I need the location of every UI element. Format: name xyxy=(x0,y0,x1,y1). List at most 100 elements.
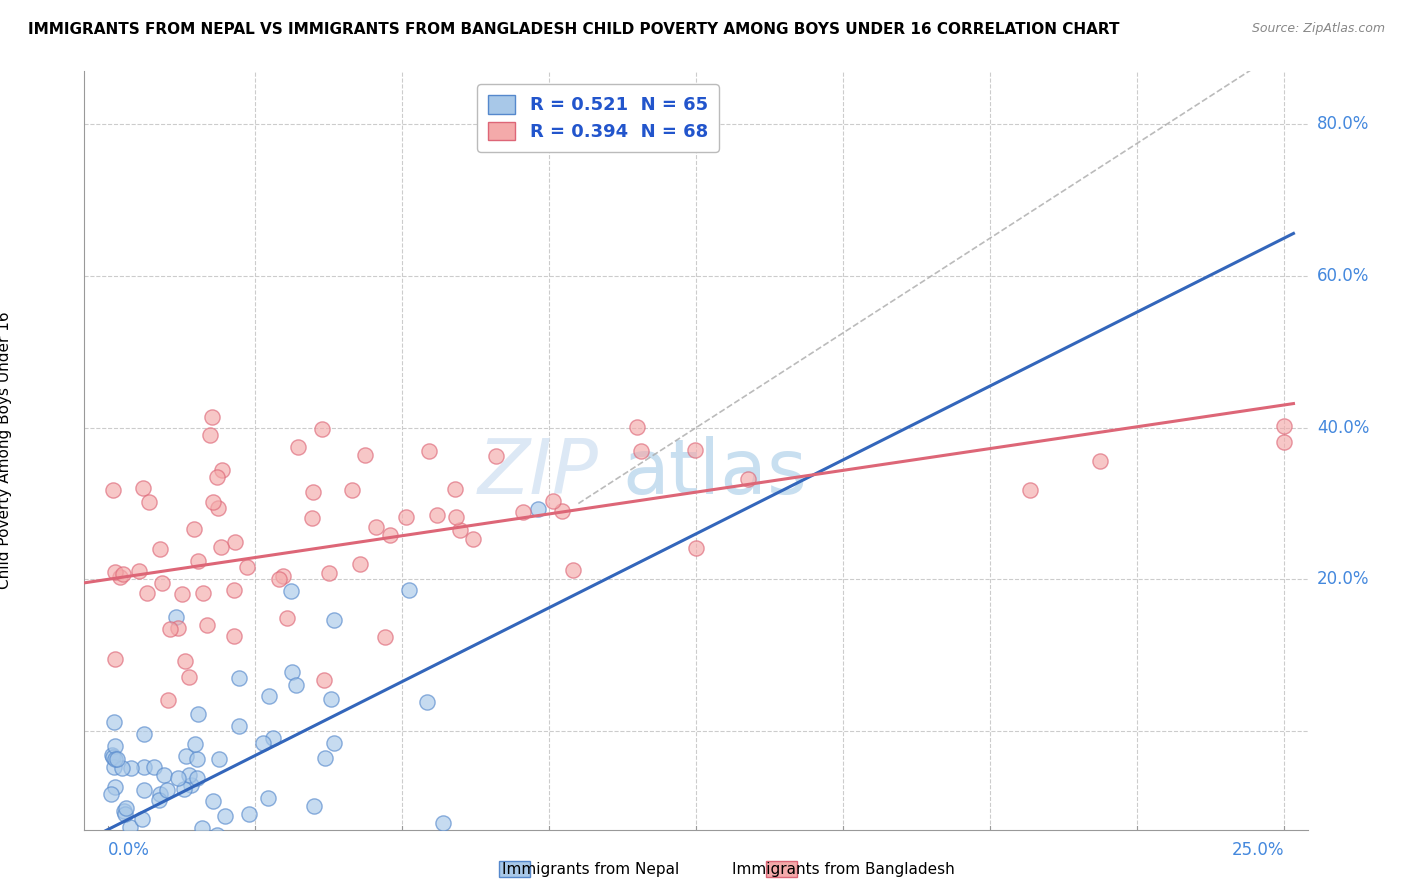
Point xyxy=(208,752,231,766)
Point xyxy=(314,673,336,688)
Point xyxy=(104,565,127,579)
Point xyxy=(443,483,465,497)
Text: 40.0%: 40.0% xyxy=(1317,418,1369,437)
Point xyxy=(271,569,294,583)
Point xyxy=(302,484,325,499)
Point xyxy=(103,760,125,774)
FancyBboxPatch shape xyxy=(766,861,797,877)
Point xyxy=(103,715,125,730)
Point xyxy=(111,874,134,888)
Point xyxy=(167,621,190,635)
Point xyxy=(150,576,173,591)
Point xyxy=(186,771,208,785)
Point xyxy=(374,630,396,644)
Point xyxy=(228,719,250,733)
Point xyxy=(111,761,134,775)
Point xyxy=(173,654,195,668)
Point xyxy=(132,481,155,495)
Point xyxy=(416,695,439,709)
Point xyxy=(118,821,141,835)
Point xyxy=(395,509,418,524)
Point xyxy=(183,522,205,536)
Point xyxy=(354,449,377,463)
Point xyxy=(257,790,280,805)
Point xyxy=(167,771,190,785)
Point xyxy=(165,610,187,624)
Legend: R = 0.521  N = 65, R = 0.394  N = 68: R = 0.521 N = 65, R = 0.394 N = 68 xyxy=(478,84,718,152)
Point xyxy=(195,618,218,632)
Point xyxy=(198,427,221,442)
Point xyxy=(432,815,454,830)
Point xyxy=(101,748,124,763)
Point xyxy=(128,564,150,578)
Point xyxy=(323,736,346,750)
Point xyxy=(228,672,250,686)
Point xyxy=(281,665,304,679)
Point xyxy=(224,535,246,549)
Point xyxy=(202,495,225,509)
Point xyxy=(135,586,157,600)
Point xyxy=(207,500,229,515)
Text: Source: ZipAtlas.com: Source: ZipAtlas.com xyxy=(1251,22,1385,36)
Point xyxy=(235,560,257,574)
Point xyxy=(153,768,176,782)
Point xyxy=(134,783,156,797)
Point xyxy=(148,541,170,556)
Point xyxy=(112,804,135,818)
Point xyxy=(211,463,233,477)
Text: 0.0%: 0.0% xyxy=(108,841,150,859)
Point xyxy=(170,587,193,601)
FancyBboxPatch shape xyxy=(499,861,530,877)
Point xyxy=(187,707,209,722)
Point xyxy=(100,787,122,801)
Point xyxy=(485,449,508,463)
Point xyxy=(173,782,195,797)
Point xyxy=(104,739,127,753)
Point xyxy=(138,495,160,509)
Point xyxy=(224,629,246,643)
Point xyxy=(285,678,308,692)
Point xyxy=(187,554,209,568)
Point xyxy=(418,443,440,458)
Point xyxy=(207,829,229,843)
Point xyxy=(685,541,707,555)
Point xyxy=(101,483,124,497)
Point xyxy=(426,508,449,522)
Point xyxy=(541,494,564,508)
Point xyxy=(207,838,229,853)
Point xyxy=(104,652,127,666)
Point xyxy=(287,441,309,455)
Point xyxy=(463,533,485,547)
Point xyxy=(156,782,179,797)
Point xyxy=(181,841,204,855)
Point xyxy=(301,510,323,524)
Point xyxy=(179,768,201,782)
Point xyxy=(149,787,172,801)
Point xyxy=(512,505,534,519)
Point xyxy=(191,586,214,600)
Point xyxy=(112,567,135,582)
Point xyxy=(105,752,128,766)
Point xyxy=(142,760,165,774)
Point xyxy=(222,582,245,597)
Point xyxy=(132,727,155,741)
Point xyxy=(398,582,420,597)
Text: atlas: atlas xyxy=(623,436,807,510)
Point xyxy=(104,780,127,795)
Point xyxy=(683,443,706,458)
Point xyxy=(159,623,181,637)
Point xyxy=(280,583,302,598)
Point xyxy=(342,483,364,497)
Point xyxy=(191,821,214,835)
Point xyxy=(180,778,202,792)
Point xyxy=(114,806,136,821)
Point xyxy=(444,510,467,524)
Point xyxy=(184,737,207,751)
Text: Immigrants from Nepal: Immigrants from Nepal xyxy=(502,863,679,877)
Point xyxy=(311,422,333,436)
Point xyxy=(174,748,197,763)
Point xyxy=(630,444,652,458)
Point xyxy=(319,692,342,706)
Text: ZIP: ZIP xyxy=(477,436,598,510)
Text: 20.0%: 20.0% xyxy=(1317,570,1369,589)
